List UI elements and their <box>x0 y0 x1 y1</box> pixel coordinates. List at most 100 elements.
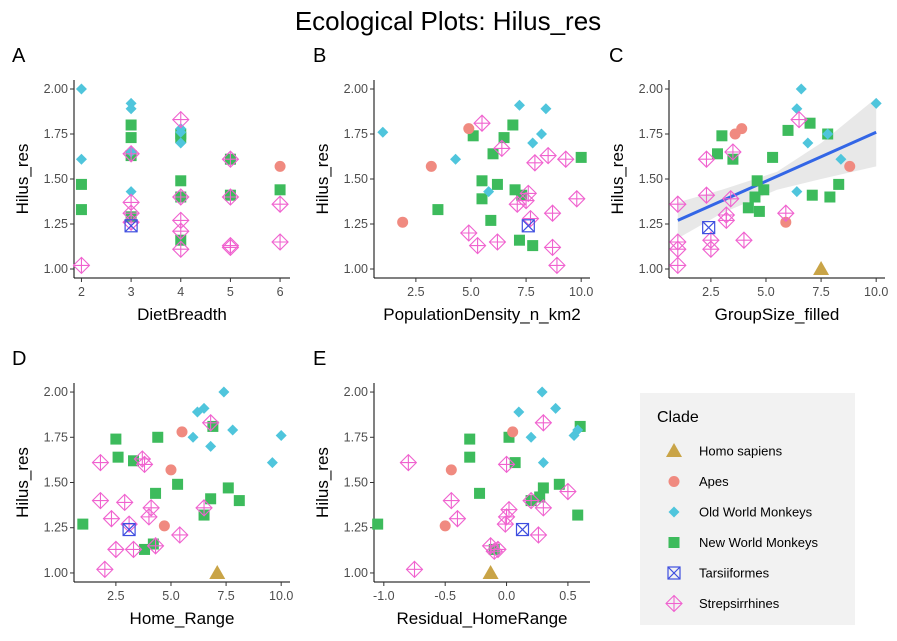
panel-e-point-apes <box>507 426 519 438</box>
legend-key-homo-sapiens <box>666 443 682 457</box>
panel-b-point-new-world-monkeys <box>476 193 488 205</box>
panel-a-point-old-world-monkeys <box>125 186 137 198</box>
panel-b-point-new-world-monkeys <box>476 175 488 187</box>
panel-a-y-tick-label: 2.00 <box>44 82 68 96</box>
panel-c-point-new-world-monkeys <box>758 184 770 196</box>
panel-e-point-new-world-monkeys <box>372 518 384 530</box>
panel-e-point-strepsirrhines <box>489 540 507 559</box>
legend-label-old-world-monkeys: Old World Monkeys <box>699 505 813 520</box>
panel-b-point-new-world-monkeys <box>507 119 519 131</box>
panel-b-point-old-world-monkeys <box>513 99 525 111</box>
panel-c-point-old-world-monkeys <box>835 153 847 165</box>
legend-item-apes: Apes <box>668 474 729 489</box>
panel-c-point-strepsirrhines <box>697 150 716 168</box>
panel-d-point-new-world-monkeys <box>222 482 234 494</box>
panel-e: E 1.00 1.25 1.50 1.75 2.00 -1.0 -0.5 0.0 0.5 Resid… <box>313 348 590 628</box>
panel-b-point-strepsirrhines <box>548 256 566 275</box>
panel-a-y-tick-label: 1.50 <box>44 172 68 186</box>
panel-c-point-strepsirrhines <box>724 143 742 161</box>
panel-d-x-tick-label: 5.0 <box>162 589 179 603</box>
panel-d-y-tick-label: 1.25 <box>44 521 68 535</box>
panel-a-x-tick-label: 4 <box>177 285 184 299</box>
panel-d-point-old-world-monkeys <box>275 429 287 441</box>
legend-label-strepsirrhines: Strepsirrhines <box>699 596 780 611</box>
panel-d-point-new-world-monkeys <box>128 455 140 467</box>
panel-e-point-strepsirrhines <box>448 509 467 528</box>
panel-d-point-new-world-monkeys <box>147 538 159 550</box>
panel-d-point-old-world-monkeys <box>266 457 278 469</box>
panel-e-point-old-world-monkeys <box>537 457 549 469</box>
legend-label-homo-sapiens: Homo sapiens <box>699 444 783 459</box>
panel-c-point-new-world-monkeys <box>804 117 816 129</box>
panel-c-point-strepsirrhines <box>777 204 795 222</box>
panel-a-y-tick-label: 1.00 <box>44 262 68 276</box>
panel-d-y-tick-label: 1.75 <box>44 430 68 444</box>
legend-item-homo-sapiens: Homo sapiens <box>666 443 783 459</box>
panel-e-point-new-world-monkeys <box>474 487 486 499</box>
panel-e-point-old-world-monkeys <box>536 386 548 398</box>
panel-e-y-tick-label: 1.50 <box>344 476 368 490</box>
panel-e-x-axis-label: Residual_HomeRange <box>396 609 567 628</box>
panel-e-point-strepsirrhines <box>399 453 418 472</box>
panel-a-point-tarsiiformes <box>124 219 138 233</box>
panel-c-point-strepsirrhines <box>702 240 720 258</box>
panel-d-point-apes <box>158 520 170 532</box>
panel-e-point-new-world-monkeys <box>534 491 546 503</box>
panel-d-point-strepsirrhines <box>124 540 143 559</box>
panel-a-point-strepsirrhines <box>271 233 289 251</box>
panel-b-point-strepsirrhines <box>459 224 478 242</box>
panel-b-y-tick-label: 1.50 <box>344 172 368 186</box>
panel-a-point-old-world-monkeys <box>75 83 87 95</box>
panel-a-point-old-world-monkeys <box>175 123 187 135</box>
panel-a-x-tick-label: 6 <box>277 285 284 299</box>
panel-d-point-strepsirrhines <box>91 491 110 510</box>
panel-c-point-old-world-monkeys <box>802 137 814 149</box>
panel-b-point-new-world-monkeys <box>491 178 503 190</box>
panel-e-x-tick-label: -0.5 <box>434 589 456 603</box>
panel-e-point-strepsirrhines <box>529 526 548 544</box>
panel-b-point-apes <box>425 160 437 172</box>
panel-e-point-new-world-monkeys <box>503 431 515 443</box>
panel-d-point-strepsirrhines <box>195 499 213 517</box>
panel-e-point-apes <box>439 520 451 532</box>
panel-a-point-strepsirrhines <box>171 222 190 240</box>
panel-e-point-tarsiiformes <box>515 522 530 537</box>
panel-a-point-old-world-monkeys <box>75 153 87 165</box>
panel-a-point-strepsirrhines <box>221 188 240 206</box>
panel-b-point-new-world-monkeys <box>513 234 525 246</box>
panel-a-point-new-world-monkeys <box>274 184 286 196</box>
legend-key-tarsiiformes <box>667 566 681 580</box>
panel-e-point-strepsirrhines <box>405 560 424 579</box>
panel-b-x-tick-label: 7.5 <box>517 285 534 299</box>
panel-d-x-tick-label: 7.5 <box>217 589 234 603</box>
panel-d-x-tick-label: 10.0 <box>269 589 293 603</box>
panel-b-point-new-world-monkeys <box>509 184 521 196</box>
panel-c-point-strepsirrhines <box>669 240 687 258</box>
panel-b-point-strepsirrhines <box>556 150 575 168</box>
panel-d-point-new-world-monkeys <box>139 543 151 555</box>
panel-a-point-strepsirrhines <box>171 188 190 206</box>
legend-label-tarsiiformes: Tarsiiformes <box>699 566 770 581</box>
panel-d-point-new-world-monkeys <box>152 431 164 443</box>
panel-c-point-new-world-monkeys <box>753 205 765 217</box>
panel-e-point-old-world-monkeys <box>525 431 537 443</box>
panel-e-y-tick-label: 1.00 <box>344 566 368 580</box>
panel-a-y-tick-label: 1.25 <box>44 217 68 231</box>
legend-key-apes <box>668 476 680 487</box>
panel-b-point-new-world-monkeys <box>527 240 539 252</box>
panel-a-point-strepsirrhines <box>171 110 190 129</box>
legend-item-strepsirrhines: Strepsirrhines <box>665 594 780 613</box>
panel-d-point-new-world-monkeys <box>112 451 124 463</box>
panel-a-point-old-world-monkeys <box>125 103 137 115</box>
panel-c-point-old-world-monkeys <box>795 83 807 95</box>
panel-c-x-tick-label: 10.0 <box>864 285 888 299</box>
panel-c: C 1.00 1.25 1.50 1.75 2.00 2.5 5.0 7.5 10.0 GroupS… <box>608 45 888 324</box>
panel-a-tag: A <box>12 45 26 67</box>
panel-e-point-strepsirrhines <box>442 491 461 510</box>
panel-e-point-strepsirrhines <box>485 542 504 561</box>
panel-c-point-old-world-monkeys <box>870 97 882 109</box>
panel-c-point-new-world-monkeys <box>824 191 836 203</box>
panel-b: B 1.00 1.25 1.50 1.75 2.00 2.5 5.0 7.5 10.0 Popula… <box>313 45 593 324</box>
panel-e-point-homo-sapiens <box>482 564 499 579</box>
panel-d-point-strepsirrhines <box>201 414 220 432</box>
